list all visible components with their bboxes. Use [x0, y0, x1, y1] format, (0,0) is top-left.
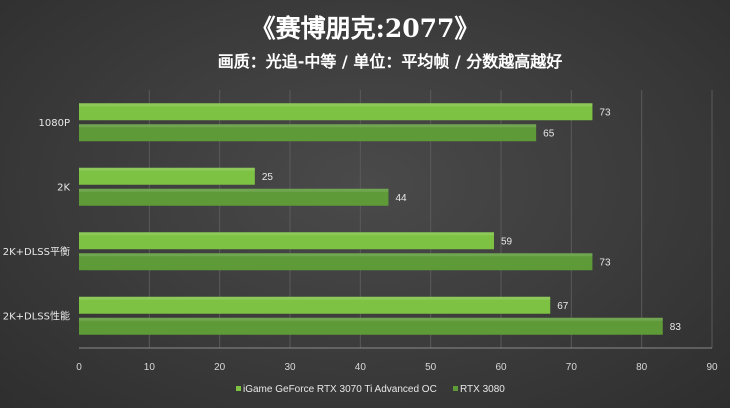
data-label: 83	[670, 322, 682, 333]
category-labels: 1080P 2K 2K+DLSS平衡 2K+DLSS性能	[3, 118, 71, 323]
bar	[79, 253, 593, 271]
bar-highlight	[79, 188, 389, 192]
data-label: 67	[557, 301, 569, 312]
bar-highlight	[79, 232, 494, 236]
data-label: 65	[543, 128, 555, 139]
category-label: 1080P	[39, 118, 70, 129]
bar	[79, 317, 663, 335]
x-tick-labels: 0 10 20 30 40 50 60 70 80 90	[76, 362, 718, 373]
category-label: 2K	[57, 182, 70, 193]
x-tick-label: 20	[214, 362, 226, 373]
bar-highlight	[79, 167, 255, 171]
bar-highlight	[79, 317, 663, 321]
bar	[79, 296, 551, 314]
data-label: 73	[599, 257, 611, 268]
bar-highlight	[79, 103, 593, 107]
x-tick-label: 10	[144, 362, 156, 373]
data-label: 44	[395, 193, 407, 204]
data-label: 25	[262, 172, 274, 183]
category-label: 2K+DLSS平衡	[3, 246, 70, 258]
x-tick-label: 70	[566, 362, 578, 373]
chart-title: 《赛博朋克:2077》	[251, 14, 480, 43]
x-tick-label: 90	[706, 362, 718, 373]
bars	[79, 103, 663, 335]
legend-swatch	[236, 386, 241, 391]
x-tick-label: 40	[355, 362, 367, 373]
x-tick-label: 30	[284, 362, 296, 373]
bar-highlight	[79, 124, 537, 128]
x-tick-label: 80	[636, 362, 648, 373]
legend-label: RTX 3080	[460, 384, 505, 395]
x-tick-label: 50	[425, 362, 437, 373]
bar	[79, 232, 494, 250]
bar	[79, 124, 537, 142]
chart-subtitle: 画质：光追-中等 / 单位：平均帧 / 分数越高越好	[218, 52, 563, 71]
legend-label: iGame GeForce RTX 3070 Ti Advanced OC	[243, 384, 437, 395]
category-label: 2K+DLSS性能	[3, 309, 70, 322]
bar	[79, 188, 389, 206]
bar	[79, 167, 255, 185]
data-labels: 73 65 25 44 59 73 67 83	[262, 107, 681, 333]
legend-swatch	[453, 386, 458, 391]
bar-highlight	[79, 296, 551, 300]
data-label: 73	[599, 107, 611, 118]
bar-highlight	[79, 253, 593, 257]
x-tick-label: 0	[76, 362, 82, 373]
bar	[79, 103, 593, 121]
data-label: 59	[501, 236, 513, 247]
x-tick-label: 60	[495, 362, 507, 373]
legend: iGame GeForce RTX 3070 Ti Advanced OC RTX…	[236, 384, 505, 395]
